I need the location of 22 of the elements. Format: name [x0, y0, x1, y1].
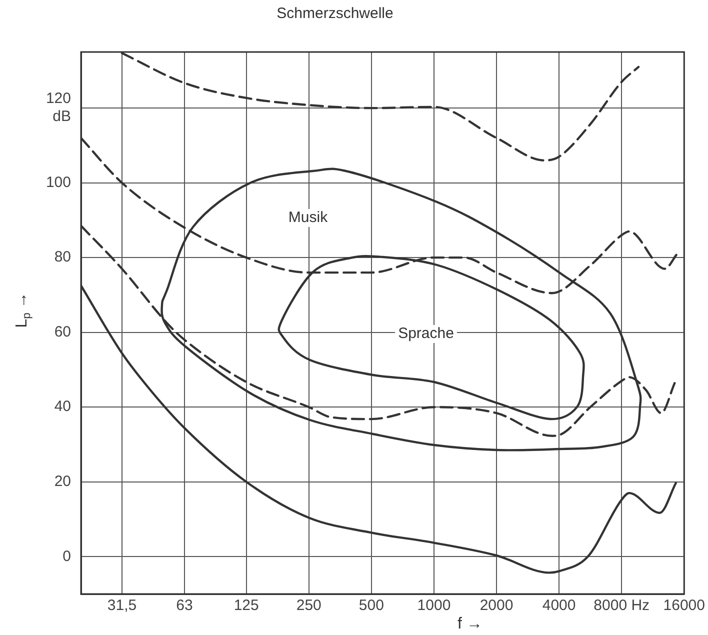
- x-tick-label: 63: [176, 597, 193, 614]
- annotation: Musik: [288, 209, 328, 226]
- annotation: Sprache: [398, 325, 454, 342]
- x-axis-title: f →: [458, 615, 482, 632]
- chart-title: Schmerzschwelle: [276, 5, 394, 22]
- x-tick-label: 1000: [417, 597, 451, 614]
- x-tick-label: 31,5: [107, 597, 137, 614]
- x-tick-label: 16000: [663, 597, 706, 614]
- y-tick-label: 120 dB: [46, 90, 71, 126]
- x-tick-label: 4000: [542, 597, 576, 614]
- y-tick-label: 60: [54, 323, 71, 340]
- y-tick-label: 80: [54, 248, 71, 266]
- x-tick-label: 8000 Hz: [594, 597, 650, 614]
- y-tick-label: 100: [46, 174, 71, 191]
- y-axis-title: Lp →: [13, 292, 33, 328]
- x-tick-label: 500: [358, 597, 384, 614]
- x-tick-label: 2000: [480, 597, 514, 614]
- y-tick-label: 40: [54, 398, 71, 416]
- y-tick-label: 20: [54, 473, 71, 490]
- x-tick-label: 125: [234, 597, 259, 614]
- y-tick-label: 0: [62, 548, 71, 565]
- x-tick-label: 250: [296, 597, 322, 614]
